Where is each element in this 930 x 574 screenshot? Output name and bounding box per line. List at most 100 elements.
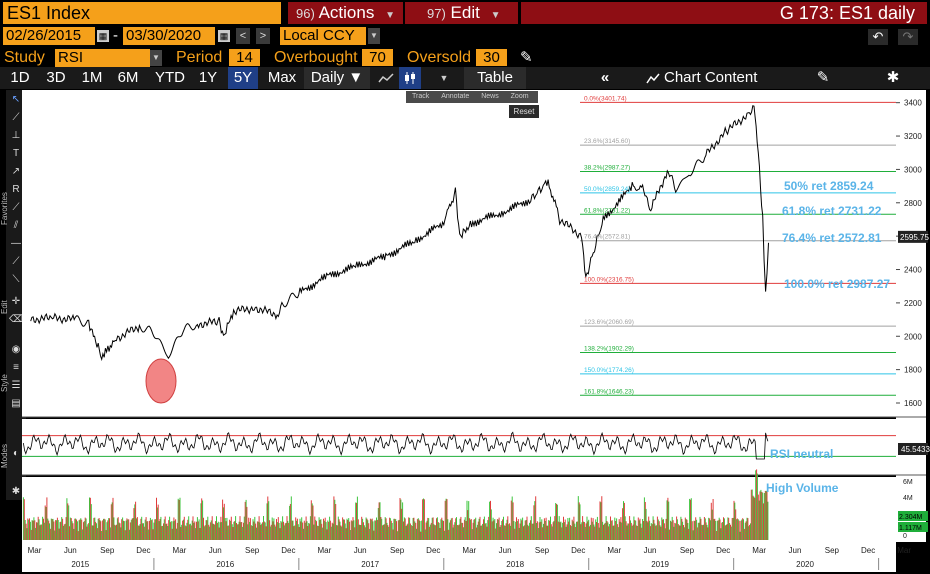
x-month-label: Dec bbox=[136, 546, 150, 555]
reset-zoom-button[interactable]: Reset bbox=[509, 105, 539, 118]
trendline-icon[interactable]: ⟋ bbox=[12, 202, 20, 213]
calendar-icon[interactable]: ▦ bbox=[218, 30, 230, 42]
eraser-icon[interactable]: ⌫ bbox=[9, 314, 24, 325]
track-tool[interactable]: Track bbox=[412, 93, 430, 100]
fibonacci-tool-icon[interactable]: R bbox=[12, 184, 20, 195]
edit-number: 97) bbox=[427, 6, 446, 21]
volume-tick-label: 0 bbox=[903, 533, 907, 540]
y-tick-label: 1600 bbox=[904, 399, 922, 408]
last-price-box bbox=[898, 230, 928, 243]
volume-annotation: High Volume bbox=[766, 481, 839, 495]
candlestick-icon[interactable] bbox=[399, 67, 421, 89]
zoom-tool[interactable]: Zoom bbox=[510, 93, 529, 100]
end-date-field[interactable]: 03/30/2020 bbox=[123, 27, 215, 45]
news-tool[interactable]: News bbox=[481, 93, 499, 100]
dropdown-arrow-icon: ▼ bbox=[490, 10, 501, 21]
period-1m[interactable]: 1M bbox=[81, 69, 103, 86]
x-month-label: Dec bbox=[426, 546, 440, 555]
x-month-label: Sep bbox=[100, 546, 115, 555]
period-label: Period bbox=[176, 49, 223, 66]
fibonacci-labels: 0.0%(3401.74) 23.6%(3145.60) 38.2%(2987.27… bbox=[584, 95, 634, 395]
redo-icon[interactable]: ↷ bbox=[898, 29, 918, 45]
pointer-icon[interactable]: ↖ bbox=[11, 94, 21, 105]
currency-select[interactable]: Local CCY bbox=[280, 27, 366, 45]
settings-icon[interactable]: ✱ bbox=[11, 486, 21, 497]
period-1y[interactable]: 1Y bbox=[198, 69, 218, 86]
text-tool-icon[interactable]: T bbox=[12, 148, 20, 159]
study-label: Study bbox=[4, 49, 45, 66]
rsi-annotation: RSI neutral bbox=[770, 447, 833, 461]
rsi-panel: RSI neutral 45.5433 bbox=[22, 431, 930, 461]
volume-tick-label: 4M bbox=[903, 495, 913, 502]
x-year-label: 2015 bbox=[71, 560, 89, 569]
y-tick-label: 2200 bbox=[904, 299, 922, 308]
study-select[interactable]: RSI bbox=[55, 49, 150, 67]
period-5y[interactable]: 5Y bbox=[228, 67, 258, 89]
measure-icon[interactable]: ⊥ bbox=[11, 130, 21, 141]
x-month-label: Jun bbox=[499, 546, 512, 555]
previous-arrow-icon[interactable]: < bbox=[236, 28, 250, 44]
x-month-label: Sep bbox=[535, 546, 550, 555]
chart-toolbar: 1D 3D 1M 6M YTD 1Y 5Y Max Daily ▼ ▼ Tabl… bbox=[0, 67, 930, 89]
ticker-field[interactable]: ES1 Index bbox=[3, 2, 281, 24]
line-chart-icon[interactable] bbox=[374, 67, 398, 89]
price-series-line bbox=[30, 105, 769, 362]
mode-icon[interactable]: ◐ bbox=[12, 448, 20, 459]
next-arrow-icon[interactable]: > bbox=[256, 28, 270, 44]
title-row: ES1 Index 96) Actions ▼ 97) Edit ▼ G 173… bbox=[0, 0, 930, 26]
chevron-down-icon[interactable]: ▼ bbox=[368, 28, 380, 44]
period-1d[interactable]: 1D bbox=[10, 69, 30, 86]
line-style-icon[interactable]: ≡ bbox=[13, 362, 19, 373]
chart-content-button[interactable]: Chart Content bbox=[664, 69, 758, 86]
brush-icon[interactable]: ⟍ bbox=[12, 274, 20, 285]
frequency-select[interactable]: Daily ▼ bbox=[310, 69, 364, 86]
retracement-annotations: 50% ret 2859.24 61.8% ret 2731.22 76.4% re… bbox=[782, 179, 890, 291]
retracement-annotation: 76.4% ret 2572.81 bbox=[782, 231, 882, 245]
fibonacci-lines bbox=[580, 101, 896, 396]
actions-label: Actions bbox=[318, 3, 375, 22]
period-input[interactable]: 14 bbox=[229, 49, 260, 66]
fib-level-label: 123.6%(2060.69) bbox=[584, 319, 634, 326]
period-ytd[interactable]: YTD bbox=[155, 69, 185, 86]
undo-icon[interactable]: ↶ bbox=[868, 29, 888, 45]
fib-level-label: 61.8%(2731.22) bbox=[584, 207, 630, 214]
arrow-tool-icon[interactable]: ↗ bbox=[11, 166, 21, 177]
oversold-input[interactable]: 30 bbox=[476, 49, 507, 66]
settings-gear-icon[interactable]: ✱ bbox=[886, 69, 900, 86]
table-button[interactable]: Table bbox=[477, 69, 513, 86]
fill-icon[interactable]: ▤ bbox=[11, 398, 21, 409]
overbought-input[interactable]: 70 bbox=[362, 49, 393, 66]
edit-menu-button[interactable]: 97) Edit ▼ bbox=[405, 2, 518, 24]
x-month-label: Mar bbox=[462, 546, 476, 555]
edit-chart-icon[interactable]: ✎ bbox=[816, 69, 830, 86]
line-width-icon[interactable]: ☰ bbox=[11, 380, 21, 391]
fib-level-label: 161.8%(1646.23) bbox=[584, 388, 634, 395]
horizontal-line-icon[interactable]: — bbox=[11, 238, 21, 249]
color-picker-icon[interactable]: ◉ bbox=[11, 344, 21, 355]
chart-type-dropdown-icon[interactable]: ▼ bbox=[439, 73, 449, 83]
actions-menu-button[interactable]: 96) Actions ▼ bbox=[288, 2, 403, 24]
volume-last-label: 2.304M bbox=[899, 514, 923, 521]
collapse-left-icon[interactable]: « bbox=[600, 69, 610, 86]
volume-tick-label: 6M bbox=[903, 479, 913, 486]
retracement-annotation: 100.0% ret 2987.27 bbox=[784, 277, 890, 291]
calendar-icon[interactable]: ▦ bbox=[97, 30, 109, 42]
rsi-last-box bbox=[898, 443, 928, 455]
period-3d[interactable]: 3D bbox=[46, 69, 66, 86]
chevron-down-icon[interactable]: ▼ bbox=[150, 50, 162, 66]
start-date-field[interactable]: 02/26/2015 bbox=[3, 27, 95, 45]
x-axis-bg bbox=[22, 542, 896, 572]
annotate-tool[interactable]: Annotate bbox=[441, 93, 470, 100]
pencil-icon[interactable]: ✎ bbox=[520, 49, 533, 66]
x-month-label: Mar bbox=[752, 546, 766, 555]
period-max[interactable]: Max bbox=[267, 69, 297, 86]
x-month-label: Sep bbox=[680, 546, 695, 555]
fib-level-label: 150.0%(1774.26) bbox=[584, 367, 634, 374]
ray-tool-icon[interactable]: ⟋ bbox=[12, 256, 20, 267]
period-6m[interactable]: 6M bbox=[117, 69, 139, 86]
chart-content-icon bbox=[646, 67, 660, 89]
crosshair-icon[interactable]: ✛ bbox=[11, 296, 21, 307]
channel-tool-icon[interactable]: ⫽ bbox=[13, 220, 19, 231]
draw-line-icon[interactable]: ⟋ bbox=[12, 112, 20, 123]
